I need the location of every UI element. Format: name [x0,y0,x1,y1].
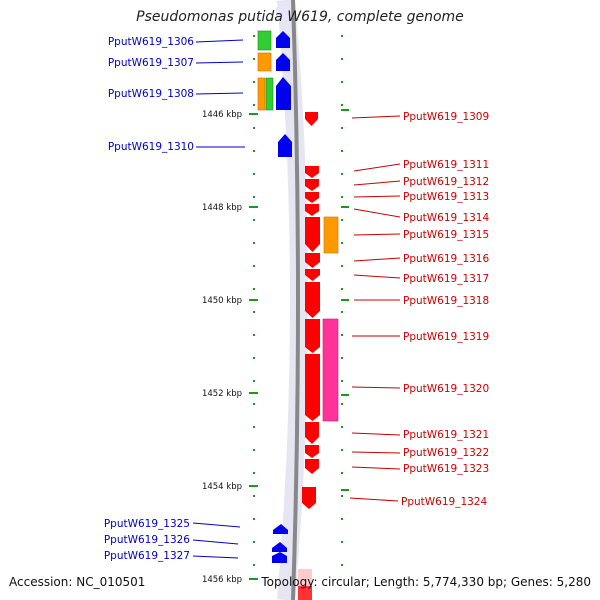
gene-label-right[interactable]: PputW619_1315 [403,229,489,241]
leader-line [351,386,401,389]
gene-arrow-forward[interactable] [298,586,312,600]
gene-category-block[interactable] [257,77,266,111]
leader-line [353,257,401,262]
gene-category-block[interactable] [257,52,272,72]
gene-arrow-reverse[interactable] [276,53,290,71]
leader-line [353,195,401,198]
gene-arrow-forward[interactable] [305,166,319,178]
gene-label-left[interactable]: PputW619_1306 [108,36,194,48]
gene-arrow-forward[interactable] [305,269,320,281]
gene-category-block[interactable] [257,30,272,51]
genome-backbone [291,0,300,600]
gene-label-left[interactable]: PputW619_1308 [108,88,194,100]
gene-label-right[interactable]: PputW619_1320 [403,383,489,395]
gene-arrow-reverse[interactable] [272,552,287,563]
leader-line [192,522,241,528]
gene-label-right[interactable]: PputW619_1319 [403,331,489,343]
gene-label-left[interactable]: PputW619_1310 [108,141,194,153]
gene-arrow-forward[interactable] [302,487,316,509]
gene-arrow-reverse[interactable] [276,77,291,110]
leader-line [351,432,401,436]
leader-line [353,274,401,279]
gene-label-right[interactable]: PputW619_1313 [403,191,489,203]
leader-line [353,233,401,236]
gene-arrow-forward[interactable] [305,204,319,216]
gene-arrow-reverse[interactable] [272,542,287,552]
leader-line [349,497,399,502]
gene-label-right[interactable]: PputW619_1324 [401,496,487,508]
gene-arrow-forward[interactable] [305,112,318,126]
gene-label-left[interactable]: PputW619_1307 [108,57,194,69]
gene-arrow-reverse[interactable] [276,31,290,48]
gene-label-right[interactable]: PputW619_1323 [403,463,489,475]
scale-tick-label: 1446 kbp [202,110,242,120]
gene-label-right[interactable]: PputW619_1318 [403,295,489,307]
gene-label-right[interactable]: PputW619_1314 [403,212,489,224]
topology-text: Topology: circular; Length: 5,774,330 bp… [261,575,591,589]
gene-label-left[interactable]: PputW619_1327 [104,550,190,562]
gene-label-right[interactable]: PputW619_1312 [403,176,489,188]
leader-line [192,539,239,545]
scale-tick-label: 1448 kbp [202,203,242,213]
gene-arrow-forward[interactable] [305,179,319,191]
left-gene-labels: PputW619_1306 PputW619_1307 PputW619_130… [104,36,194,562]
gene-arrow-reverse[interactable] [276,0,290,20]
gene-label-left[interactable]: PputW619_1326 [104,534,190,546]
gene-label-right[interactable]: PputW619_1321 [403,429,489,441]
scale-ticks: 1446 kbp 1448 kbp 1450 kbp 1452 kbp 1454… [202,109,349,585]
gene-label-right[interactable]: PputW619_1317 [403,273,489,285]
gene-label-right[interactable]: PputW619_1322 [403,447,489,459]
leader-line [353,180,401,186]
right-category-blocks [322,216,339,422]
accession-text: Accession: NC_010501 [9,575,146,589]
gene-arrow-forward[interactable] [305,445,319,458]
gene-arrow-reverse[interactable] [278,134,292,157]
gene-arrow-forward[interactable] [305,282,320,318]
leader-line [195,39,244,43]
right-leader-lines [349,115,401,502]
left-leader-lines [192,39,245,559]
scale-tick-label: 1452 kbp [202,389,242,399]
leader-line [192,555,239,559]
gene-arrow-forward[interactable] [305,422,319,444]
left-gene-arrows [272,0,292,563]
gene-category-block[interactable] [322,318,339,422]
right-gene-arrows [298,112,320,600]
leader-line [351,115,401,119]
leader-line [351,451,401,454]
leader-line [195,92,244,95]
gene-label-right[interactable]: PputW619_1309 [403,111,489,123]
right-gene-labels: PputW619_1309 PputW619_1311 PputW619_131… [401,111,489,508]
map-title: Pseudomonas putida W619, complete genome [136,9,464,25]
scale-tick-label: 1456 kbp [202,575,242,585]
gene-arrow-reverse[interactable] [273,524,288,534]
gene-label-left[interactable]: PputW619_1325 [104,518,190,530]
left-category-blocks [257,30,274,111]
gene-category-block[interactable] [323,216,339,254]
leader-line [195,61,244,64]
gene-label-right[interactable]: PputW619_1311 [403,159,489,171]
gene-arrow-forward[interactable] [305,459,319,474]
gene-category-block[interactable] [265,77,274,111]
gene-label-right[interactable]: PputW619_1316 [403,253,489,265]
gene-arrow-forward[interactable] [305,192,319,203]
gene-arrow-forward[interactable] [305,354,320,421]
gene-arrow-forward[interactable] [305,217,320,252]
scale-tick-label: 1454 kbp [202,482,242,492]
leader-line [353,163,401,172]
gene-arrow-forward[interactable] [305,319,320,353]
leader-line [351,466,401,470]
leader-line [353,208,401,218]
scale-tick-label: 1450 kbp [202,296,242,306]
gene-arrow-forward[interactable] [305,253,320,268]
